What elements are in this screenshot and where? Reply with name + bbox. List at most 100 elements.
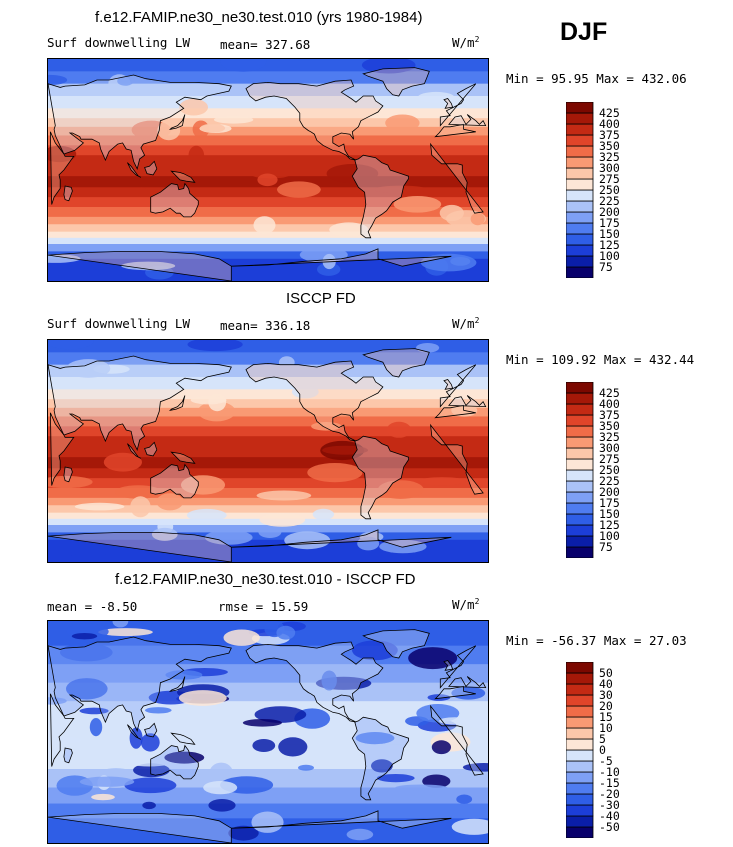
panel2-colorbar-box	[565, 447, 594, 460]
panel1-map-svg	[48, 59, 488, 281]
panel2-colorbar-tick-label: 175	[599, 496, 620, 510]
coastline	[430, 142, 484, 214]
panel3-title: f.e12.FAMIP.ne30_ne30.test.010 - ISCCP F…	[115, 571, 416, 588]
panel2-colorbar-box	[565, 414, 594, 427]
panel1-units-text: W/m	[452, 35, 475, 51]
coastline	[127, 162, 142, 178]
coastline	[170, 170, 196, 183]
panel2-colorbar-box	[565, 392, 594, 405]
panel3-minmax: Min = -56.37 Max = 27.03	[506, 633, 687, 648]
panel2-map	[47, 339, 489, 563]
panel1-colorbar-tick-label: 75	[599, 260, 613, 274]
coastline	[50, 693, 75, 767]
coastline	[443, 379, 454, 390]
coastline	[48, 636, 232, 732]
panel2-colorbar-tick-label: 300	[599, 441, 620, 455]
coastline	[50, 412, 75, 486]
panel3-colorbar-tick-label: 20	[599, 699, 613, 713]
panel1-colorbar-box	[565, 134, 594, 147]
panel2-units-text: W/m	[452, 316, 475, 332]
coastline	[127, 724, 142, 740]
panel3-mean-label: mean =	[47, 599, 93, 614]
panel3-colorbar-tick-label: -15	[599, 776, 620, 790]
panel3-colorbar-box	[565, 672, 594, 685]
panel2-mean: mean= 336.18	[220, 318, 310, 333]
panel1-colorbar-box	[565, 178, 594, 191]
panel1-minmax: Min = 95.95 Max = 432.06	[506, 71, 687, 86]
panel1-units: W/m2	[452, 35, 479, 50]
panel2-colorbar: 75 100 125 150 175 200 225 250 275 300 325 350 375 40…	[565, 381, 656, 563]
coastline	[434, 123, 476, 138]
panel3-rmse-label: rmse =	[218, 599, 264, 614]
panel2-colorbar-box	[565, 381, 594, 394]
panel3-colorbar-box	[565, 661, 594, 674]
coastline	[448, 395, 487, 408]
panel3-colorbar-box	[565, 727, 594, 740]
panel2-colorbar-tick-label: 275	[599, 452, 620, 466]
panel2-colorbar-tick-label: 375	[599, 408, 620, 422]
panel1-colorbar-box	[565, 123, 594, 136]
coastline	[430, 423, 484, 495]
coastline	[443, 660, 454, 671]
panel1-colorbar-tick-label: 375	[599, 128, 620, 142]
panel2-map-svg	[48, 340, 488, 562]
panel3-colorbar-tick-label: -20	[599, 787, 620, 801]
coastline	[245, 360, 384, 442]
coastline	[434, 685, 476, 700]
coastline	[439, 83, 477, 127]
panel2-mean-label: mean=	[220, 318, 258, 333]
panel2-colorbar-box	[565, 491, 594, 504]
panel3-map-svg	[48, 621, 488, 843]
coastline	[231, 248, 452, 267]
panel2-colorbar-box	[565, 425, 594, 438]
panel2-colorbar-tick-label: 350	[599, 419, 620, 433]
panel2-colorbar-tick-label: 325	[599, 430, 620, 444]
panel2-colorbar-tick-label: 75	[599, 540, 613, 554]
panel3-colorbar-box	[565, 716, 594, 729]
panel1-colorbar-tick-label: 325	[599, 150, 620, 164]
panel1-colorbar-box	[565, 222, 594, 235]
panel3-colorbar-tick-label: 30	[599, 688, 613, 702]
coastline	[48, 532, 232, 562]
panel2-units: W/m2	[452, 316, 479, 331]
panel2-colorbar-tick-label: 150	[599, 507, 620, 521]
panel2-colorbar-tick-label: 200	[599, 485, 620, 499]
panel1-colorbar-box	[565, 211, 594, 224]
panel2-colorbar-tick-label: 125	[599, 518, 620, 532]
panel3-colorbar-box	[565, 771, 594, 784]
season-label: DJF	[560, 18, 608, 46]
panel3-colorbar-box	[565, 782, 594, 795]
coastline	[434, 404, 476, 419]
panel1-colorbar-box	[565, 167, 594, 180]
coastline	[448, 114, 487, 127]
coastline	[127, 443, 142, 459]
panel3-colorbar-box	[565, 826, 594, 839]
panel3-colorbar-box	[565, 749, 594, 762]
coastline	[362, 348, 430, 378]
coastline	[48, 251, 232, 281]
panel1-colorbar-box	[565, 255, 594, 268]
panel2-title: ISCCP FD	[286, 290, 356, 307]
panel3-rmse-value: 15.59	[270, 599, 309, 614]
panel1-colorbar-tick-label: 125	[599, 238, 620, 252]
coastline	[443, 98, 454, 109]
panel3-colorbar-tick-label: 0	[599, 743, 606, 757]
panel2-mean-value: 336.18	[265, 318, 311, 333]
coastline	[351, 716, 409, 801]
panel1-colorbar-box	[565, 233, 594, 246]
panel3-colorbar-tick-label: -30	[599, 798, 620, 812]
coastline	[362, 629, 430, 659]
panel2-colorbar-box	[565, 458, 594, 471]
panel1-map	[47, 58, 489, 282]
panel2-colorbar-box	[565, 524, 594, 537]
panel3-map	[47, 620, 489, 844]
panel1-colorbar-tick-label: 200	[599, 205, 620, 219]
panel1-colorbar: 75 100 125 150 175 200 225 250 275 300 325 350 375 40…	[565, 101, 656, 283]
panel2-colorbar-box	[565, 469, 594, 482]
panel1-colorbar-tick-label: 275	[599, 172, 620, 186]
panel3-colorbar-tick-label: -5	[599, 754, 613, 768]
panel1-colorbar-tick-label: 250	[599, 183, 620, 197]
panel3-colorbar-box	[565, 815, 594, 828]
panel3-colorbar-tick-label: 5	[599, 732, 606, 746]
panel2-variable-label: Surf downwelling LW	[47, 316, 190, 331]
